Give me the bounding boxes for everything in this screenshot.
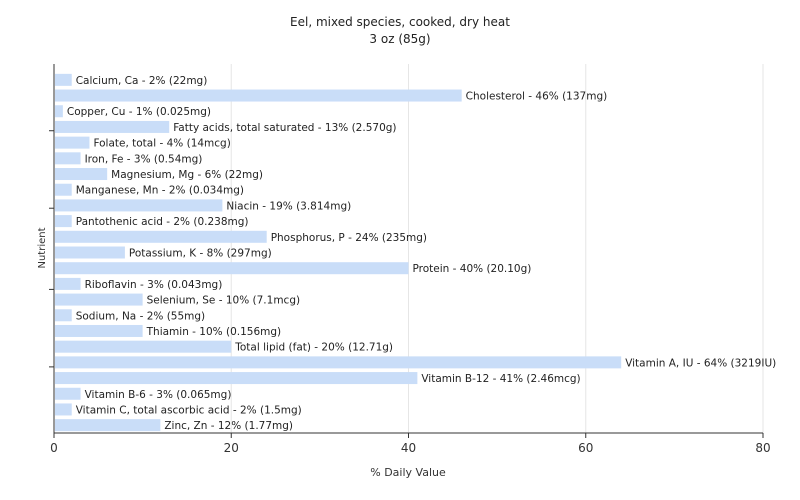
bar [55, 105, 63, 118]
bars: Calcium, Ca - 2% (22mg) Cholesterol - 46%… [55, 73, 776, 432]
bar-label: Folate, total - 4% (14mcg) [93, 138, 230, 150]
bar [55, 277, 81, 290]
chart-subtitle: 3 oz (85g) [369, 32, 431, 46]
bar-label: Selenium, Se - 10% (7.1mcg) [147, 295, 300, 307]
bar [55, 183, 72, 196]
bar-label: Copper, Cu - 1% (0.025mg) [67, 106, 211, 118]
bar-label: Sodium, Na - 2% (55mg) [76, 310, 205, 322]
bar [55, 403, 72, 416]
bar-label: Vitamin A, IU - 64% (3219IU) [625, 357, 776, 369]
bar-label: Manganese, Mn - 2% (0.034mg) [76, 185, 244, 197]
bar-label: Vitamin B-12 - 41% (2.46mcg) [421, 373, 580, 385]
chart-title: Eel, mixed species, cooked, dry heat [290, 15, 510, 29]
x-tick-label: 60 [578, 441, 593, 455]
bar [55, 215, 72, 228]
bar-label: Thiamin - 10% (0.156mg) [146, 326, 282, 338]
bar [55, 246, 125, 259]
bar-label: Riboflavin - 3% (0.043mg) [85, 279, 223, 291]
bar [55, 230, 267, 243]
y-axis-label: Nutrient [37, 227, 48, 268]
x-tick-label: 20 [224, 441, 239, 455]
bar-label: Fatty acids, total saturated - 13% (2.57… [173, 122, 396, 134]
bar [55, 340, 232, 353]
axes: 0 20 40 60 80 [49, 64, 771, 455]
bar [55, 199, 223, 212]
x-axis-label: % Daily Value [370, 466, 446, 479]
x-tick-label: 80 [755, 441, 770, 455]
bar-label: Total lipid (fat) - 20% (12.71g) [234, 342, 393, 354]
bar-label: Protein - 40% (20.10g) [413, 263, 532, 275]
bar-label: Magnesium, Mg - 6% (22mg) [111, 169, 263, 181]
bar [55, 372, 418, 385]
bar [55, 387, 81, 400]
bar-label: Phosphorus, P - 24% (235mg) [271, 232, 427, 244]
bar-label: Vitamin B-6 - 3% (0.065mg) [85, 389, 232, 401]
gridlines [230, 64, 764, 433]
x-tick-label: 40 [401, 441, 416, 455]
bar [55, 73, 72, 86]
bar-label: Niacin - 19% (3.814mg) [226, 200, 351, 212]
bar [55, 324, 143, 337]
bar [55, 419, 161, 432]
bar-label: Pantothenic acid - 2% (0.238mg) [76, 216, 249, 228]
bar-label: Cholesterol - 46% (137mg) [466, 91, 608, 103]
bar [55, 136, 90, 149]
bar [55, 309, 72, 322]
bar-label: Vitamin C, total ascorbic acid - 2% (1.5… [76, 404, 302, 416]
bar-label: Iron, Fe - 3% (0.54mg) [85, 153, 203, 165]
bar [55, 356, 622, 369]
bar [55, 168, 108, 181]
bar [55, 152, 81, 165]
bar [55, 120, 170, 133]
bar [55, 293, 143, 306]
bar [55, 89, 462, 102]
bar-label: Calcium, Ca - 2% (22mg) [76, 75, 208, 87]
bar-label: Zinc, Zn - 12% (1.77mg) [164, 420, 293, 432]
bar-label: Potassium, K - 8% (297mg) [129, 248, 272, 260]
x-tick-label: 0 [50, 441, 58, 455]
bar [55, 262, 409, 275]
